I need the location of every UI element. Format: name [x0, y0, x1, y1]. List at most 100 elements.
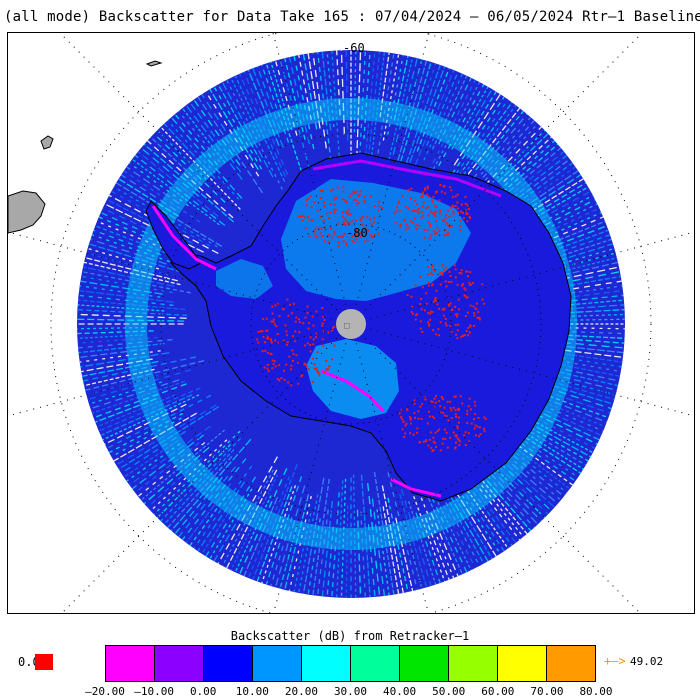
- swath-ray: [545, 390, 611, 414]
- swath-ray: [387, 54, 404, 135]
- speckle: [357, 202, 360, 205]
- speckle: [449, 225, 452, 228]
- speckle: [315, 310, 318, 313]
- swath-ray: [429, 460, 489, 562]
- speckle: [445, 266, 448, 269]
- speckle: [444, 228, 447, 231]
- swath-ray: [77, 336, 158, 344]
- speckle: [265, 317, 268, 320]
- swath-ray: [438, 77, 472, 145]
- speckle: [344, 200, 347, 203]
- speckle: [461, 402, 464, 405]
- speckle: [473, 314, 476, 317]
- speckle: [348, 223, 351, 226]
- speckle: [443, 308, 446, 311]
- speckle: [431, 283, 434, 286]
- polar-map[interactable]: □ -80 -60: [7, 32, 695, 614]
- speckle: [431, 212, 434, 215]
- speckle: [454, 413, 457, 416]
- swath-ray: [488, 190, 591, 249]
- swath-ray: [115, 182, 223, 247]
- speckle: [397, 202, 400, 205]
- speckle: [276, 342, 279, 345]
- speckle: [307, 368, 310, 371]
- speckle: [413, 402, 416, 405]
- speckle: [466, 270, 469, 273]
- swath-ray: [252, 464, 298, 581]
- swath-ray: [77, 334, 143, 339]
- speckle: [443, 234, 446, 237]
- speckle: [403, 218, 406, 221]
- speckle: [295, 316, 298, 319]
- colorbar-segment: [155, 646, 204, 681]
- speckle: [307, 197, 310, 200]
- speckle: [336, 222, 339, 225]
- swath-ray: [81, 358, 153, 373]
- speckle: [312, 343, 315, 346]
- speckle: [311, 315, 314, 318]
- swath-ray: [356, 509, 362, 598]
- speckle: [290, 368, 293, 371]
- speckle: [274, 304, 277, 307]
- speckle: [395, 210, 398, 213]
- swath-ray: [402, 64, 441, 173]
- speckle: [481, 298, 484, 301]
- speckle: [457, 438, 460, 441]
- speckle: [285, 334, 288, 337]
- speckle: [341, 235, 344, 238]
- speckle: [469, 408, 472, 411]
- swath-ray: [368, 51, 386, 175]
- speckle: [308, 218, 311, 221]
- speckle: [458, 229, 461, 232]
- south-america-land: [8, 190, 46, 234]
- speckle: [429, 318, 432, 321]
- speckle: [366, 216, 369, 219]
- pole-no-data-hole: [336, 309, 366, 339]
- speckle: [454, 313, 457, 316]
- speckle: [373, 205, 376, 208]
- speckle: [287, 314, 290, 317]
- speckle: [456, 427, 459, 430]
- swath-ray: [499, 360, 618, 391]
- speckle: [450, 280, 453, 283]
- speckle: [273, 360, 276, 363]
- speckle: [291, 335, 294, 338]
- speckle: [259, 330, 262, 333]
- speckle: [459, 224, 462, 227]
- speckle: [476, 425, 479, 428]
- swath-ray: [178, 110, 221, 163]
- speckle: [292, 302, 295, 305]
- speckle: [462, 217, 465, 220]
- speckle: [448, 215, 451, 218]
- speckle: [262, 317, 265, 320]
- speckle: [296, 215, 299, 218]
- speckle: [428, 237, 431, 240]
- speckle: [426, 229, 429, 232]
- speckle: [270, 341, 273, 344]
- speckle: [440, 190, 443, 193]
- speckle: [473, 312, 476, 315]
- swath-ray: [234, 75, 286, 182]
- swath-ray: [113, 412, 197, 462]
- speckle: [329, 189, 332, 192]
- speckle: [344, 223, 347, 226]
- speckle: [455, 434, 458, 437]
- speckle: [323, 240, 326, 243]
- speckle: [445, 285, 448, 288]
- over-range-value: 49.02: [630, 655, 664, 668]
- ross-ice-shelf: [306, 339, 399, 419]
- speckle: [426, 185, 429, 188]
- speckle: [410, 295, 413, 298]
- speckle: [345, 220, 348, 223]
- swath-ray: [293, 513, 312, 593]
- colorbar-tick-label: 0.00: [189, 685, 217, 698]
- speckle: [266, 335, 269, 338]
- speckle: [450, 417, 453, 420]
- speckle: [432, 195, 435, 198]
- speckle: [322, 226, 325, 229]
- speckle: [467, 405, 470, 408]
- swath-ray: [387, 497, 409, 593]
- swath-ray: [288, 56, 311, 145]
- colorbar-tick-label: –10.00: [134, 685, 174, 698]
- speckle: [308, 235, 311, 238]
